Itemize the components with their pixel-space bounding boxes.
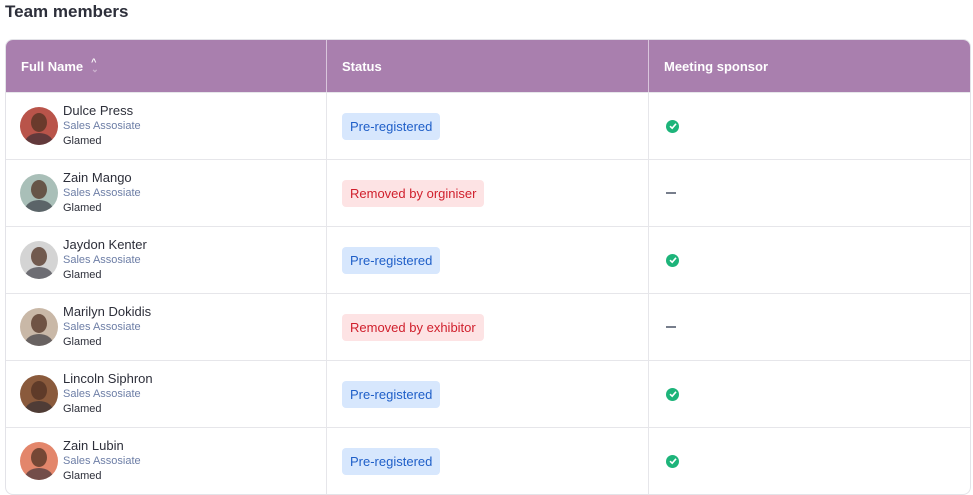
check-circle-icon [666, 454, 679, 468]
member-name: Zain Mango [63, 170, 132, 185]
name-cell: Jaydon Kenter Sales Assosiate Glamed [6, 227, 327, 293]
name-cell: Marilyn Dokidis Sales Assosiate Glamed [6, 294, 327, 360]
status-badge: Pre-registered [342, 246, 441, 274]
name-cell: Lincoln Siphron Sales Assosiate Glamed [6, 361, 327, 427]
member-name: Dulce Press [63, 103, 134, 118]
check-circle-icon [666, 387, 679, 401]
member-role: Sales Assosiate [63, 388, 141, 400]
dash-icon [666, 192, 676, 194]
status-cell: Removed by exhibitor [327, 294, 649, 360]
avatar [20, 107, 58, 145]
table-row[interactable]: Jaydon Kenter Sales Assosiate Glamed Pre… [6, 226, 970, 293]
table-row[interactable]: Lincoln Siphron Sales Assosiate Glamed P… [6, 360, 970, 427]
table-header: Full Name ^ ⌄ Status Meeting sponsor [6, 40, 970, 92]
dash-icon [666, 326, 676, 328]
member-role: Sales Assosiate [63, 120, 141, 132]
table-row[interactable]: Dulce Press Sales Assosiate Glamed Pre-r… [6, 92, 970, 159]
avatar [20, 375, 58, 413]
check-circle-icon [666, 119, 679, 133]
member-role: Sales Assosiate [63, 321, 141, 333]
status-badge: Pre-registered [342, 112, 441, 140]
member-name: Jaydon Kenter [63, 237, 147, 252]
sponsor-cell [649, 227, 970, 293]
member-company: Glamed [63, 135, 102, 147]
name-cell: Zain Mango Sales Assosiate Glamed [6, 160, 327, 226]
status-badge: Removed by orginiser [342, 179, 485, 207]
avatar [20, 241, 58, 279]
column-header-meeting-sponsor: Meeting sponsor [664, 58, 769, 74]
sponsor-cell [649, 428, 970, 494]
sponsor-cell [649, 160, 970, 226]
status-cell: Pre-registered [327, 227, 649, 293]
page-title: Team members [5, 2, 129, 21]
status-cell: Pre-registered [327, 361, 649, 427]
status-badge: Pre-registered [342, 380, 441, 408]
member-role: Sales Assosiate [63, 187, 141, 199]
table-row[interactable]: Zain Lubin Sales Assosiate Glamed Pre-re… [6, 427, 970, 494]
member-company: Glamed [63, 336, 102, 348]
status-badge: Removed by exhibitor [342, 313, 484, 341]
column-header-status: Status [327, 40, 649, 92]
name-cell: Zain Lubin Sales Assosiate Glamed [6, 428, 327, 494]
table-row[interactable]: Zain Mango Sales Assosiate Glamed Remove… [6, 159, 970, 226]
member-name: Marilyn Dokidis [63, 304, 152, 319]
status-cell: Pre-registered [327, 428, 649, 494]
avatar [20, 442, 58, 480]
member-company: Glamed [63, 403, 102, 415]
member-company: Glamed [63, 202, 102, 214]
status-cell: Removed by orginiser [327, 160, 649, 226]
name-cell: Dulce Press Sales Assosiate Glamed [6, 93, 327, 159]
sponsor-cell [649, 361, 970, 427]
sort-icon[interactable]: ^ ⌄ [91, 57, 99, 74]
status-cell: Pre-registered [327, 93, 649, 159]
member-role: Sales Assosiate [63, 455, 141, 467]
check-circle-icon [666, 253, 679, 267]
avatar [20, 174, 58, 212]
sponsor-cell [649, 93, 970, 159]
table-row[interactable]: Marilyn Dokidis Sales Assosiate Glamed R… [6, 293, 970, 360]
column-header-full-name[interactable]: Full Name ^ ⌄ [6, 40, 327, 92]
member-company: Glamed [63, 269, 102, 281]
status-badge: Pre-registered [342, 447, 441, 475]
member-role: Sales Assosiate [63, 254, 141, 266]
avatar [20, 308, 58, 346]
member-company: Glamed [63, 470, 102, 482]
team-members-table: Full Name ^ ⌄ Status Meeting sponsor Dulce… [5, 39, 971, 495]
member-name: Lincoln Siphron [63, 371, 153, 386]
sponsor-cell [649, 294, 970, 360]
member-name: Zain Lubin [63, 438, 124, 453]
